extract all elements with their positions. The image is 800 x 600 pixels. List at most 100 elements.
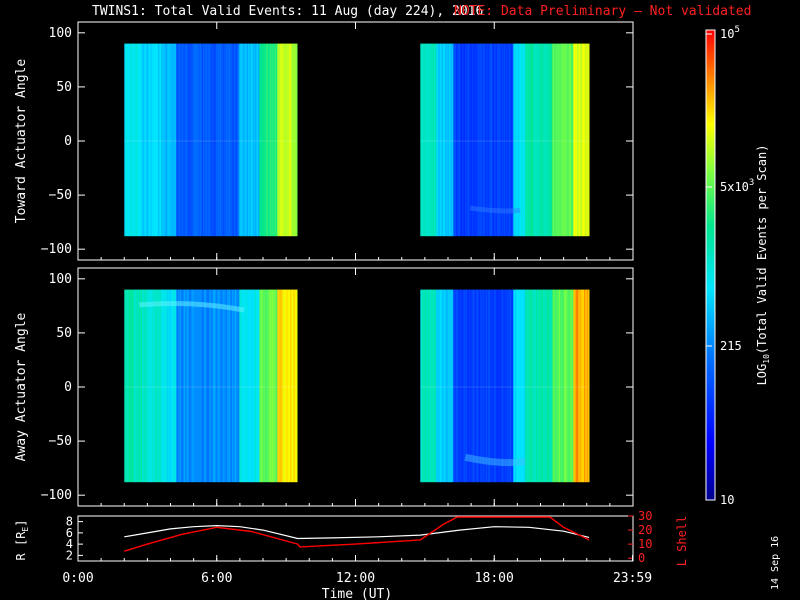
heatmap-column [184, 289, 186, 483]
heatmap-zero-band [420, 140, 590, 142]
heatmap-column [127, 43, 129, 237]
heatmap-column [154, 289, 156, 483]
heatmap-column [290, 289, 292, 483]
heatmap-column [507, 43, 509, 237]
heatmap-column [219, 289, 221, 483]
heatmap-column [290, 43, 292, 237]
heatmap-column [489, 43, 491, 237]
heatmap-column [550, 43, 552, 237]
heatmap-column [459, 43, 461, 237]
heatmap-column [192, 289, 194, 483]
heatmap-column [166, 289, 168, 483]
heatmap-column [555, 289, 557, 483]
heatmap-column [251, 43, 253, 237]
heatmap-column [530, 43, 532, 237]
heatmap-column [152, 289, 154, 483]
heatmap-column [262, 289, 264, 483]
heatmap-column [513, 289, 515, 483]
heatmap-column [471, 43, 473, 237]
heatmap-column [542, 43, 544, 237]
heatmap-column [526, 289, 528, 483]
ytick-label: −100 [41, 488, 72, 503]
heatmap-column [580, 289, 582, 483]
heatmap-feature-band [139, 300, 245, 313]
heatmap-column [264, 289, 266, 483]
heatmap-column [569, 43, 571, 237]
heatmap-column [509, 289, 511, 483]
heatmap-column [471, 289, 473, 483]
heatmap-column [189, 43, 191, 237]
heatmap-column [584, 289, 586, 483]
heatmap-column [172, 43, 174, 237]
heatmap-column [230, 43, 232, 237]
heatmap-column [487, 43, 489, 237]
heatmap-column [263, 43, 265, 237]
heatmap-column [169, 289, 171, 483]
heatmap-column [145, 289, 147, 483]
heatmap-column [538, 289, 540, 483]
heatmap-column [185, 289, 187, 483]
xtick-label: 23:59 [613, 571, 652, 586]
heatmap-column [255, 289, 257, 483]
heatmap-column [132, 43, 134, 237]
heatmap-column [503, 289, 505, 483]
heatmap-column [156, 289, 158, 483]
heatmap-column [496, 43, 498, 237]
heatmap-column [499, 289, 501, 483]
heatmap-column [460, 289, 462, 483]
heatmap-column [164, 43, 166, 237]
ytick-label: −100 [41, 242, 72, 257]
heatmap-column [190, 43, 192, 237]
heatmap-column [128, 43, 130, 237]
date-stamp: 14 Sep 16 [770, 535, 781, 590]
heatmap-column [169, 43, 171, 237]
heatmap-column [194, 289, 196, 483]
heatmap-column [292, 43, 294, 237]
heatmap-column [427, 43, 429, 237]
heatmap-column [269, 43, 271, 237]
heatmap-column [141, 43, 143, 237]
heatmap-column [574, 43, 576, 237]
heatmap-column [503, 43, 505, 237]
heatmap-column [222, 43, 224, 237]
heatmap-column [578, 43, 580, 237]
heatmap-column [573, 43, 575, 237]
heatmap-column [522, 289, 524, 483]
heatmap-column [572, 289, 574, 483]
heatmap-column [565, 43, 567, 237]
heatmap-column [253, 289, 255, 483]
heatmap-column [275, 289, 277, 483]
heatmap-column [588, 289, 590, 483]
heatmap-column [237, 43, 239, 237]
xtick-label: 6:00 [201, 571, 232, 586]
heatmap-column [295, 289, 297, 483]
heatmap-column [212, 43, 214, 237]
colorbar-tick-base: 10 [720, 493, 734, 507]
heatmap-column [160, 289, 162, 483]
heatmap-column [156, 43, 158, 237]
heatmap-column [246, 43, 248, 237]
heatmap-column [239, 43, 241, 237]
heatmap-column [534, 43, 536, 237]
heatmap-column [462, 289, 464, 483]
heatmap-column [436, 289, 438, 483]
heatmap-column [278, 43, 280, 237]
heatmap-column [482, 289, 484, 483]
heatmap-column [235, 43, 237, 237]
heatmap-column [473, 289, 475, 483]
heatmap-column [197, 43, 199, 237]
heatmap-column [272, 289, 274, 483]
heatmap-column [469, 43, 471, 237]
heatmap-column [211, 43, 213, 237]
heatmap-column [173, 43, 175, 237]
heatmap-column [183, 289, 185, 483]
heatmap-column [296, 43, 298, 237]
heatmap-column [184, 43, 186, 237]
heatmap-column [160, 43, 162, 237]
heatmap-column [557, 289, 559, 483]
heatmap-column [446, 289, 448, 483]
heatmap-column [511, 43, 513, 237]
heatmap-column [582, 289, 584, 483]
heatmap-column [235, 289, 237, 483]
heatmap-column [485, 289, 487, 483]
